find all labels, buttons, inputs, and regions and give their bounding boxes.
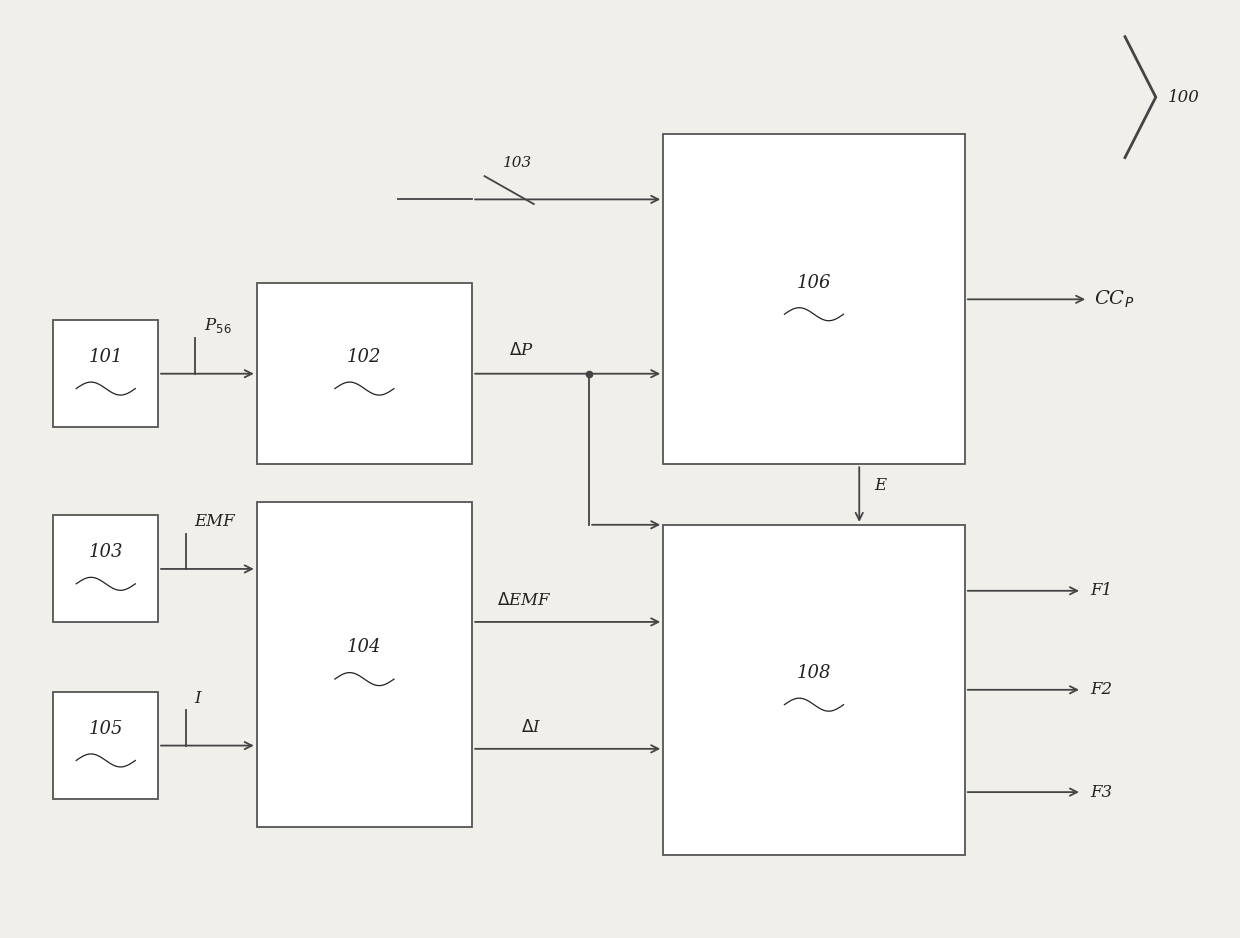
Bar [663,524,965,855]
Bar [257,502,472,827]
Text: 100: 100 [1168,88,1200,106]
Text: $\Delta$EMF: $\Delta$EMF [497,592,552,609]
Text: $\Delta$P: $\Delta$P [510,341,534,359]
Bar [53,320,159,427]
Text: 102: 102 [347,348,382,366]
Text: F1: F1 [1090,582,1112,599]
Text: 101: 101 [88,348,123,366]
Text: I: I [193,689,201,706]
Bar [53,516,159,623]
Text: 103: 103 [503,156,532,170]
Text: 104: 104 [347,639,382,657]
Text: 105: 105 [88,719,123,738]
Text: 108: 108 [797,664,831,682]
Bar [663,134,965,464]
Text: $\Delta$I: $\Delta$I [522,719,542,735]
Bar [53,692,159,799]
Text: EMF: EMF [193,513,234,530]
Text: F2: F2 [1090,681,1112,698]
Text: CC$_P$: CC$_P$ [1094,289,1135,310]
Text: F3: F3 [1090,783,1112,801]
Text: E: E [874,477,887,493]
Bar [257,283,472,464]
Text: 106: 106 [797,274,831,292]
Text: P$_{56}$: P$_{56}$ [203,316,232,335]
Text: 103: 103 [88,543,123,561]
